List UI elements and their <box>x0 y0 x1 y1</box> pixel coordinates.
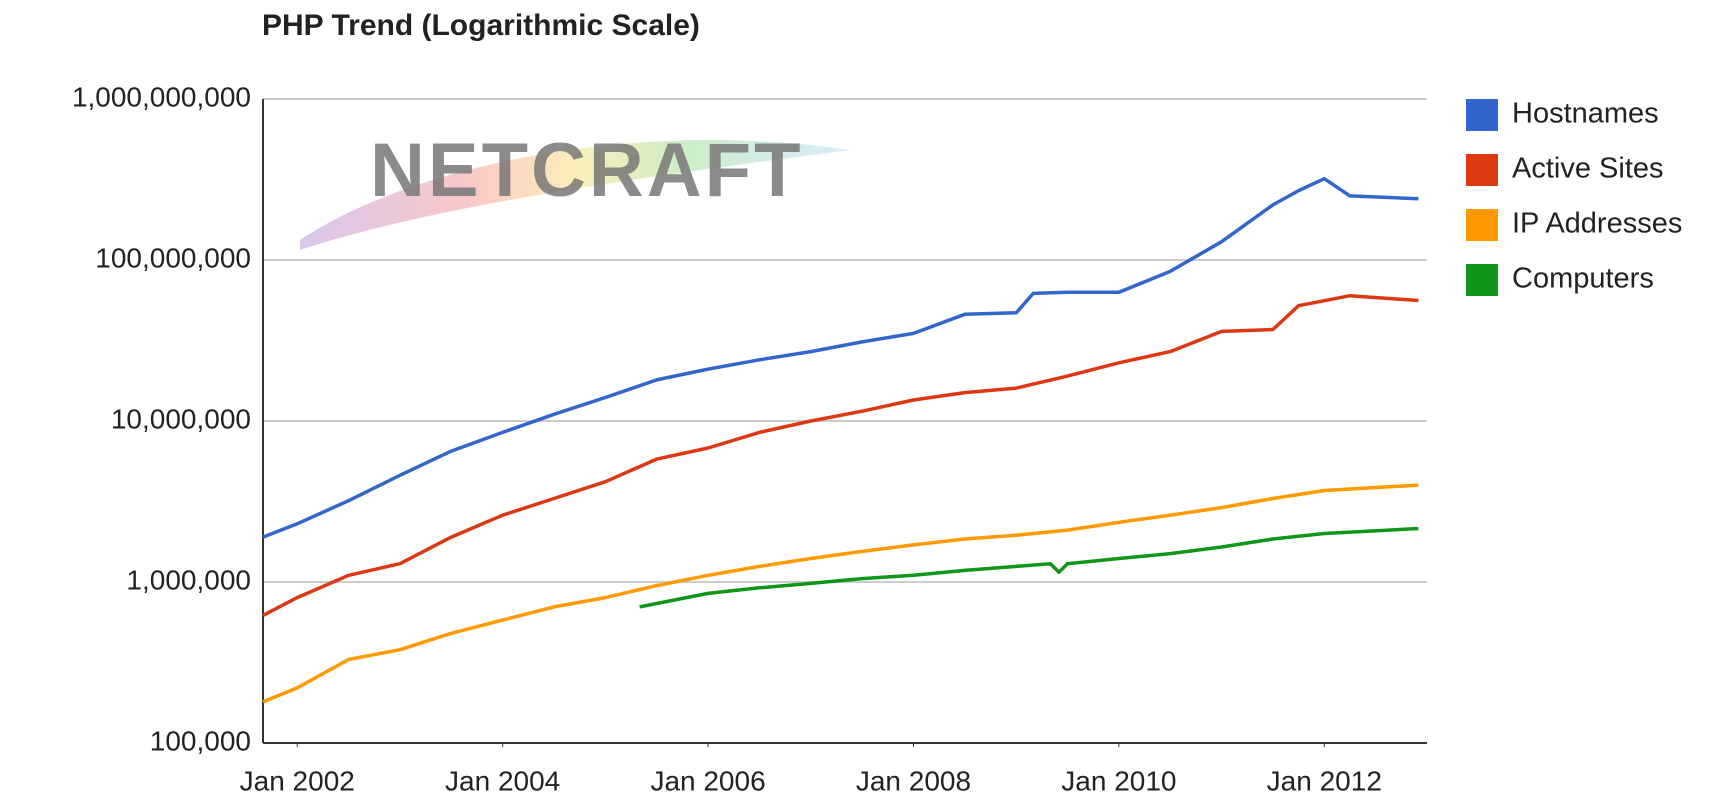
logo-text: NETCRAFT <box>370 128 804 213</box>
series-line <box>262 293 1419 617</box>
legend-swatch <box>1466 209 1498 241</box>
legend-label: Hostnames <box>1512 98 1659 130</box>
y-tick-label: 100,000,000 <box>95 242 251 273</box>
x-tick-label: Jan 2008 <box>856 765 971 796</box>
x-tick-label: Jan 2004 <box>445 765 560 796</box>
legend-label: IP Addresses <box>1512 208 1682 240</box>
y-tick-label: 1,000,000 <box>126 564 251 595</box>
logo: NETCRAFT <box>300 128 850 250</box>
legend-swatch <box>1466 264 1498 296</box>
series-line <box>262 483 1419 704</box>
legend-swatch <box>1466 99 1498 131</box>
legend-swatch <box>1466 154 1498 186</box>
legend-label: Computers <box>1512 263 1654 295</box>
logo-swoosh <box>300 140 850 250</box>
legend-label: Active Sites <box>1512 153 1664 185</box>
series-line <box>262 176 1419 539</box>
y-tick-label: 1,000,000,000 <box>72 81 251 112</box>
y-tick-label: 100,000 <box>150 725 251 756</box>
x-tick-label: Jan 2002 <box>240 765 355 796</box>
x-tick-label: Jan 2010 <box>1061 765 1176 796</box>
y-tick-label: 10,000,000 <box>111 403 251 434</box>
x-tick-label: Jan 2006 <box>650 765 765 796</box>
series-line <box>639 526 1419 609</box>
chart-title: PHP Trend (Logarithmic Scale) <box>262 9 700 42</box>
x-tick-label: Jan 2012 <box>1267 765 1382 796</box>
